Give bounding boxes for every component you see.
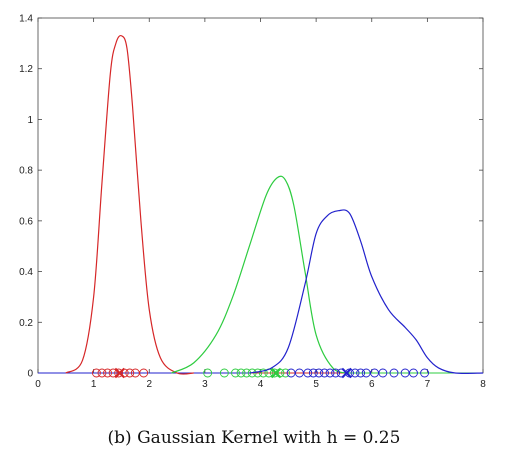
series-line	[249, 209, 484, 374]
sample-point	[203, 368, 213, 378]
sample-point	[236, 368, 246, 378]
kde-chart: 0 1 2 3 4 5 6 7 8 0 0.2 0.4 0.6 0.8 1 1.2 1.4	[19, 14, 486, 391]
mean-marker	[270, 367, 282, 379]
figure-caption: (b) Gaussian Kernel with h = 0.25	[107, 428, 401, 448]
sample-point	[420, 368, 430, 378]
sample-point	[219, 368, 229, 378]
sample-point	[389, 368, 399, 378]
sample-point	[103, 368, 112, 378]
plot-frame	[37, 17, 484, 374]
sample-point	[281, 368, 290, 378]
sample-point	[114, 368, 124, 378]
mean-marker	[114, 367, 125, 379]
sample-point	[409, 368, 418, 378]
sample-point	[325, 368, 335, 378]
y-tick-label: 0.2	[19, 318, 33, 329]
x-tick-label: 2	[146, 379, 152, 390]
sample-point	[320, 368, 329, 378]
sample-point	[139, 368, 149, 378]
series-line	[65, 34, 194, 375]
y-tick-label: 0	[27, 369, 33, 380]
sample-point	[125, 368, 135, 378]
sample-point	[258, 368, 268, 378]
sample-point	[108, 368, 118, 378]
x-tick-label: 6	[369, 379, 375, 390]
x-tick-label: 7	[425, 379, 431, 390]
sample-point	[91, 368, 101, 378]
x-tick-label: 0	[35, 379, 41, 390]
x-tick-label: 5	[313, 379, 319, 390]
sample-point	[303, 368, 313, 378]
x-tick-label: 4	[258, 379, 264, 390]
sample-point	[331, 368, 341, 378]
y-tick-label: 1	[27, 115, 33, 126]
sample-point	[308, 368, 318, 378]
mean-marker	[341, 367, 352, 379]
y-tick-label: 1.4	[19, 14, 33, 25]
x-tick-label: 3	[202, 379, 208, 390]
x-tick-label: 1	[91, 379, 97, 390]
sample-point	[350, 368, 360, 378]
y-tick-label: 0.8	[19, 166, 33, 177]
sample-point	[231, 368, 240, 378]
chart-figure: 0 1 2 3 4 5 6 7 8 0 0.2 0.4 0.6 0.8 1 1.2 1.4	[19, 14, 486, 391]
sample-point	[97, 368, 107, 378]
y-tick-label: 0.4	[19, 267, 33, 278]
x-tick-label: 8	[480, 379, 486, 390]
sample-point	[247, 368, 257, 378]
series-line	[171, 175, 350, 374]
sample-point	[314, 368, 324, 378]
y-tick-label: 0.6	[19, 216, 33, 227]
sample-point	[378, 368, 388, 378]
y-tick-label: 1.2	[19, 64, 33, 75]
sample-point	[356, 368, 366, 378]
sample-point	[269, 368, 279, 378]
